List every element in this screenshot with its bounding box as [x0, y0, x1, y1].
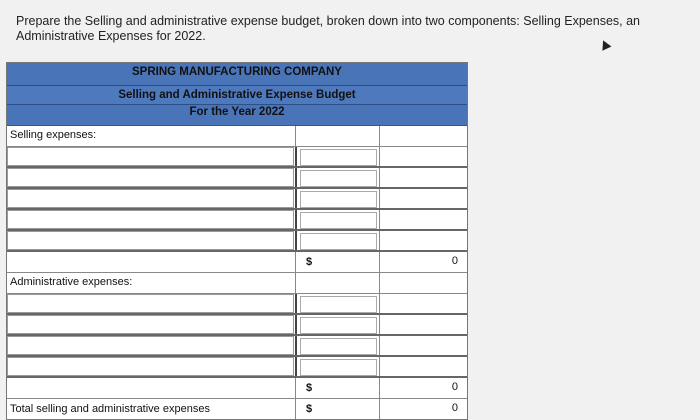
budget-title: Selling and Administrative Expense Budge…: [7, 85, 467, 105]
admin-header-row: Administrative expenses:: [7, 273, 467, 294]
admin-amount-input[interactable]: [300, 338, 377, 355]
selling-header-row: Selling expenses:: [7, 126, 467, 147]
admin-total-row: $ 0: [7, 378, 467, 399]
admin-total-value: 0: [451, 381, 458, 393]
admin-amount-input[interactable]: [300, 317, 377, 334]
company-name: SPRING MANUFACTURING COMPANY: [132, 66, 342, 78]
budget-grid: Selling expenses:: [7, 126, 467, 419]
admin-item-dropdown[interactable]: [7, 357, 294, 376]
selling-input-row: [7, 210, 467, 231]
selling-amount-input[interactable]: [300, 233, 377, 250]
selling-item-dropdown[interactable]: [7, 147, 294, 166]
selling-dollar-sign: $: [306, 256, 313, 268]
table-header: SPRING MANUFACTURING COMPANY Selling and…: [7, 63, 467, 126]
administrative-expenses-label: Administrative expenses:: [10, 276, 133, 288]
admin-amount-input[interactable]: [300, 359, 377, 376]
admin-input-row: [7, 315, 467, 336]
admin-item-dropdown[interactable]: [7, 336, 294, 355]
selling-expenses-label: Selling expenses:: [10, 129, 97, 141]
admin-input-row: [7, 357, 467, 378]
selling-amount-input[interactable]: [300, 212, 377, 229]
selling-input-row: [7, 231, 467, 252]
selling-item-dropdown[interactable]: [7, 189, 294, 208]
grand-total-row: Total selling and administrative expense…: [7, 399, 467, 419]
selling-item-dropdown[interactable]: [7, 231, 294, 250]
admin-item-dropdown[interactable]: [7, 294, 294, 313]
selling-total-row: $ 0: [7, 252, 467, 273]
selling-input-row: [7, 147, 467, 168]
admin-input-row: [7, 336, 467, 357]
budget-period: For the Year 2022: [189, 106, 285, 118]
instructions-line-2: Administrative Expenses for 2022.: [16, 29, 206, 43]
budget-table: SPRING MANUFACTURING COMPANY Selling and…: [6, 62, 468, 420]
admin-item-dropdown[interactable]: [7, 315, 294, 334]
selling-input-row: [7, 189, 467, 210]
admin-dollar-sign: $: [306, 382, 313, 394]
selling-amount-input[interactable]: [300, 170, 377, 187]
instructions-text: Prepare the Selling and administrative e…: [16, 14, 700, 44]
selling-amount-input[interactable]: [300, 149, 377, 166]
admin-amount-input[interactable]: [300, 296, 377, 313]
instructions-line-1: Prepare the Selling and administrative e…: [16, 14, 640, 28]
selling-item-dropdown[interactable]: [7, 210, 294, 229]
selling-input-row: [7, 168, 467, 189]
total-value: 0: [451, 402, 458, 414]
admin-input-row: [7, 294, 467, 315]
selling-item-dropdown[interactable]: [7, 168, 294, 187]
selling-total-value: 0: [451, 255, 458, 267]
selling-amount-input[interactable]: [300, 191, 377, 208]
